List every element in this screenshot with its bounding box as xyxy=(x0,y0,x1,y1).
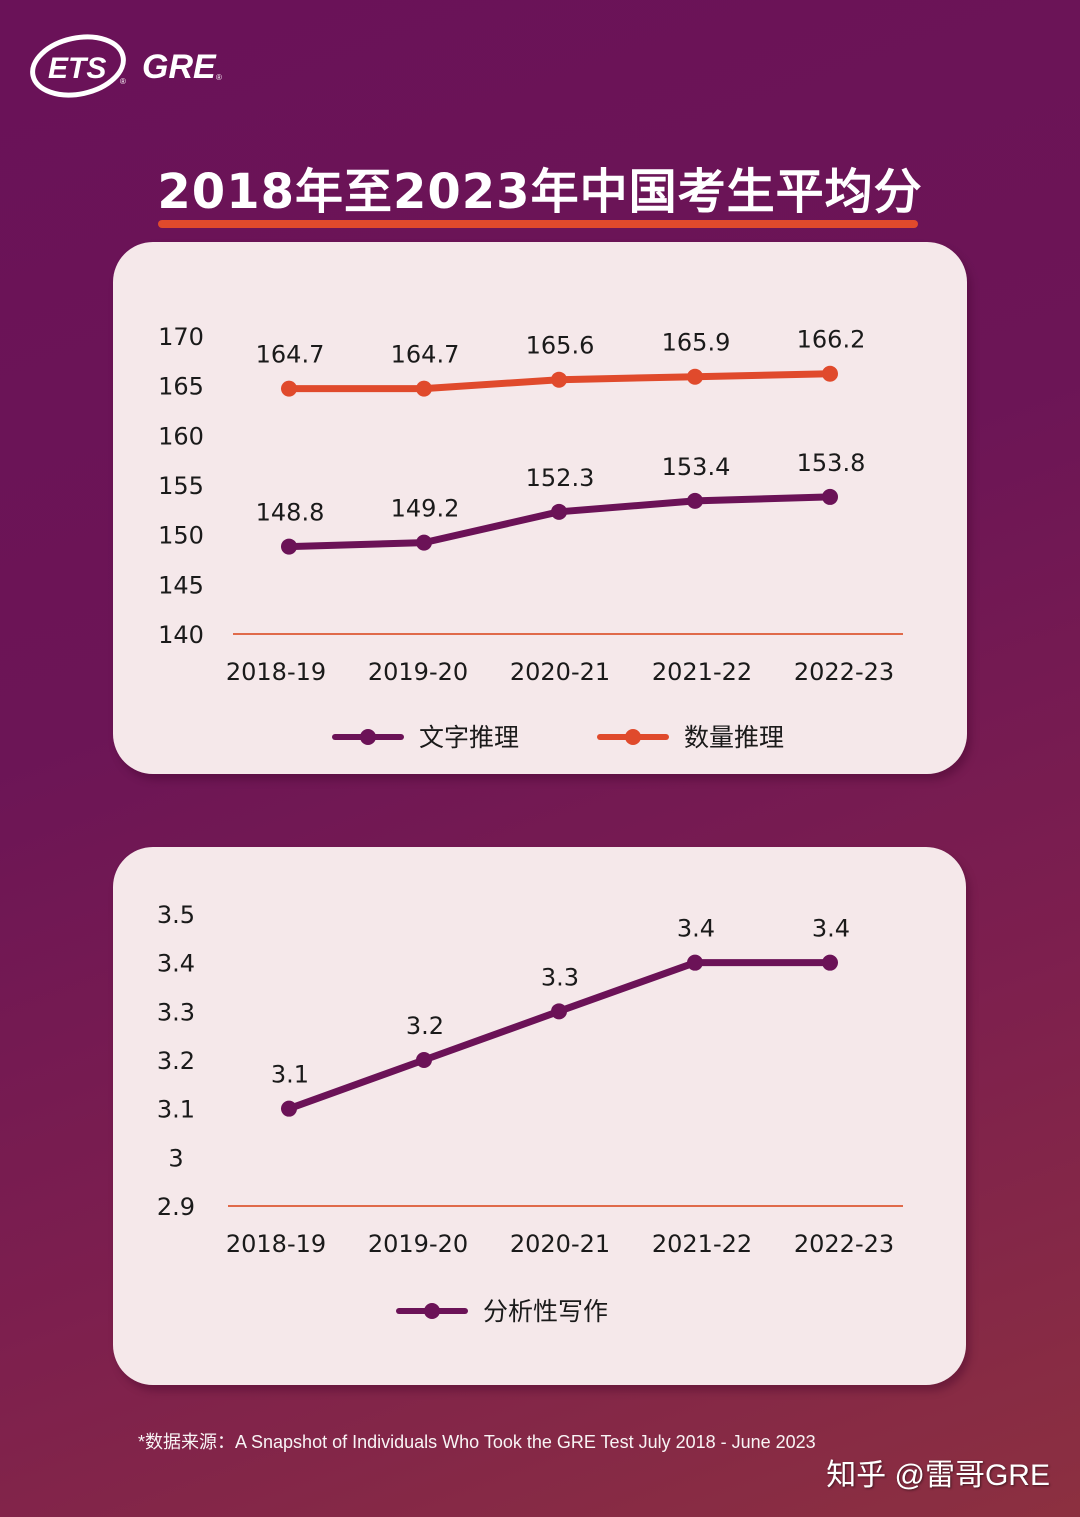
y-tick-label: 3.5 xyxy=(157,901,195,929)
data-label: 3.4 xyxy=(812,915,850,943)
data-label: 3.4 xyxy=(677,915,715,943)
data-label: 164.7 xyxy=(391,341,460,369)
y-tick-label: 155 xyxy=(158,472,204,500)
legend-dot-icon xyxy=(424,1303,440,1319)
data-point[interactable] xyxy=(551,503,567,520)
data-label: 153.8 xyxy=(797,449,866,477)
watermark: 知乎 @雷哥GRE xyxy=(826,1459,1050,1492)
legend-dot-icon xyxy=(360,729,376,745)
y-tick-label: 140 xyxy=(158,621,204,649)
data-label: 152.3 xyxy=(526,464,595,492)
y-tick-label: 170 xyxy=(158,323,204,351)
x-tick-label: 2021-22 xyxy=(652,658,752,686)
y-tick-label: 3 xyxy=(168,1144,183,1172)
y-tick-label: 150 xyxy=(158,522,204,550)
data-point[interactable] xyxy=(822,488,838,505)
x-tick-label: 2019-20 xyxy=(368,1230,468,1258)
data-label: 3.3 xyxy=(541,963,579,991)
data-label: 164.7 xyxy=(256,341,325,369)
data-point[interactable] xyxy=(281,1100,297,1117)
svg-text:®: ® xyxy=(216,73,222,82)
y-tick-label: 3.1 xyxy=(157,1096,195,1124)
legend-label: 文字推理 xyxy=(419,723,519,752)
data-point[interactable] xyxy=(281,538,297,555)
line-chart-writing: 3.5 3.4 3.3 3.2 3.1 3 2.9 2018-19 2019-20 2020-21… xyxy=(157,901,903,1326)
data-point[interactable] xyxy=(416,1052,432,1068)
y-tick-label: 3.4 xyxy=(157,950,195,978)
data-point[interactable] xyxy=(551,371,567,388)
legend-label: 分析性写作 xyxy=(483,1297,608,1326)
x-tick-label: 2022-23 xyxy=(794,1230,894,1258)
legend-dot-icon xyxy=(625,729,641,745)
legend-item[interactable]: 文字推理 xyxy=(332,723,519,752)
x-tick-label: 2018-19 xyxy=(226,1230,326,1258)
y-tick-label: 3.3 xyxy=(157,998,195,1026)
data-label: 149.2 xyxy=(391,495,460,523)
data-point[interactable] xyxy=(416,534,432,551)
x-tick-label: 2020-21 xyxy=(510,658,610,686)
data-point[interactable] xyxy=(687,954,703,971)
data-source-note: *数据来源：A Snapshot of Individuals Who Took… xyxy=(138,1432,816,1452)
chart-card-writing: 3.5 3.4 3.3 3.2 3.1 3 2.9 2018-19 2019-20 2020-21… xyxy=(113,847,966,1385)
page-title: 2018年至2023年中国考生平均分 xyxy=(157,164,923,220)
y-tick-label: 2.9 xyxy=(157,1193,195,1221)
y-tick-label: 3.2 xyxy=(157,1047,195,1075)
legend-item[interactable]: 数量推理 xyxy=(597,723,784,752)
legend-label: 数量推理 xyxy=(684,723,784,752)
data-label: 166.2 xyxy=(797,326,866,354)
line-chart-verbal-quant: 170 165 160 155 150 145 140 2018-19 2019-20 2020-… xyxy=(158,323,903,752)
data-point[interactable] xyxy=(416,380,432,397)
data-point[interactable] xyxy=(687,492,703,509)
x-tick-label: 2019-20 xyxy=(368,658,468,686)
data-label: 165.6 xyxy=(526,332,595,360)
chart-card-verbal-quant: 170 165 160 155 150 145 140 2018-19 2019-20 2020-… xyxy=(113,242,967,774)
data-label: 3.1 xyxy=(271,1061,309,1089)
y-tick-label: 160 xyxy=(158,422,204,450)
data-point[interactable] xyxy=(822,954,838,971)
data-point[interactable] xyxy=(281,380,297,397)
x-tick-label: 2020-21 xyxy=(510,1230,610,1258)
ets-gre-logo: ETS ® GRE ® xyxy=(30,32,230,98)
y-tick-label: 165 xyxy=(158,373,204,401)
y-tick-label: 145 xyxy=(158,571,204,599)
data-point[interactable] xyxy=(687,368,703,385)
x-tick-label: 2022-23 xyxy=(794,658,894,686)
x-tick-label: 2018-19 xyxy=(226,658,326,686)
x-tick-label: 2021-22 xyxy=(652,1230,752,1258)
svg-text:GRE: GRE xyxy=(142,48,217,86)
data-point[interactable] xyxy=(551,1003,567,1020)
data-label: 153.4 xyxy=(662,453,731,481)
legend-item[interactable]: 分析性写作 xyxy=(396,1297,608,1326)
data-label: 3.2 xyxy=(406,1012,444,1040)
svg-text:®: ® xyxy=(120,77,126,86)
title-underline xyxy=(158,220,918,228)
data-point[interactable] xyxy=(822,365,838,382)
data-label: 148.8 xyxy=(256,499,325,527)
data-label: 165.9 xyxy=(662,329,731,357)
svg-text:ETS: ETS xyxy=(48,52,106,85)
